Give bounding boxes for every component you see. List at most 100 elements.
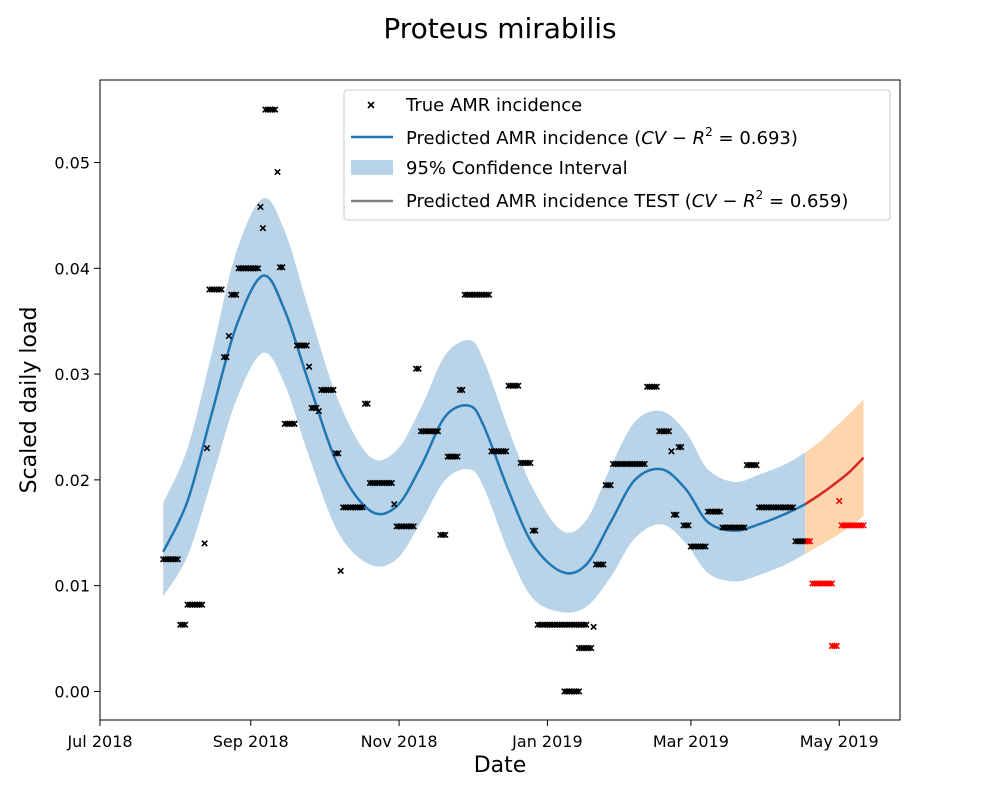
true-point	[780, 504, 787, 511]
true-point	[432, 427, 439, 435]
test-point	[814, 580, 821, 587]
true-point	[568, 621, 575, 629]
true-point	[283, 420, 291, 428]
true-point	[395, 523, 403, 530]
true-point	[566, 621, 573, 629]
true-point	[437, 531, 444, 539]
true-point	[254, 265, 262, 272]
true-point	[366, 479, 374, 487]
true-point	[223, 353, 230, 361]
true-point	[339, 504, 347, 511]
data-points	[159, 106, 867, 695]
true-point	[193, 601, 201, 608]
true-point	[335, 450, 342, 457]
true-point	[784, 504, 792, 511]
true-point	[174, 555, 182, 563]
true-point	[466, 291, 473, 299]
true-point	[473, 291, 481, 299]
true-point	[762, 504, 770, 511]
true-point	[293, 342, 301, 349]
y-tick-label: 0.04	[54, 259, 90, 278]
x-axis: Jul 2018 Sep 2018 Nov 2018 Jan 2019 Mar 2019…	[66, 720, 879, 751]
prediction-line	[162, 274, 806, 575]
true-point	[361, 400, 369, 407]
true-point	[315, 407, 323, 415]
true-point	[609, 460, 617, 468]
true-point	[580, 644, 588, 652]
true-point	[563, 688, 571, 695]
true-point	[745, 461, 753, 469]
y-tick-label: 0.01	[54, 577, 90, 596]
true-point	[558, 621, 566, 629]
true-point	[724, 524, 731, 531]
true-point	[602, 481, 610, 489]
true-point	[697, 543, 704, 550]
true-point	[417, 427, 425, 435]
true-point	[403, 523, 410, 530]
true-point	[634, 460, 641, 468]
true-point	[429, 427, 437, 435]
true-point	[595, 561, 602, 568]
true-point	[544, 621, 551, 629]
true-point	[471, 291, 478, 299]
true-point	[777, 504, 785, 511]
true-point	[237, 265, 245, 272]
true-point	[726, 524, 734, 531]
true-point	[245, 265, 252, 272]
test-point	[835, 497, 843, 505]
true-point	[621, 460, 629, 468]
true-point	[425, 427, 432, 435]
true-point	[743, 461, 751, 469]
legend-label-true: True AMR incidence	[405, 95, 582, 116]
y-axis-title: Scaled daily load	[17, 307, 42, 494]
true-point	[527, 459, 534, 467]
true-point	[502, 448, 510, 455]
true-point	[347, 504, 354, 511]
test-prediction-band	[805, 399, 864, 554]
true-point	[485, 291, 493, 299]
true-point	[673, 511, 680, 519]
true-point	[714, 508, 721, 515]
true-point	[257, 203, 264, 211]
true-point	[651, 383, 658, 391]
true-point	[352, 504, 359, 511]
true-point	[719, 524, 726, 531]
true-point	[573, 621, 580, 629]
true-point	[600, 561, 607, 568]
true-point	[303, 342, 310, 349]
true-point	[653, 383, 661, 391]
true-point	[551, 621, 558, 629]
true-point	[415, 365, 422, 373]
true-point	[427, 427, 434, 435]
true-point	[561, 621, 568, 629]
true-point	[760, 504, 768, 511]
test-point	[855, 522, 862, 529]
true-point	[381, 479, 388, 487]
true-point	[648, 383, 656, 391]
test-point	[860, 522, 867, 529]
true-point	[296, 342, 303, 349]
true-point	[549, 621, 556, 629]
true-point	[646, 383, 653, 391]
true-point	[638, 460, 646, 468]
true-point	[488, 448, 495, 455]
true-point	[463, 291, 471, 299]
true-point	[677, 443, 685, 451]
true-point	[337, 567, 344, 575]
test-point	[816, 580, 824, 587]
true-point	[181, 621, 189, 629]
true-point	[456, 386, 464, 394]
x-tick-label: May 2019	[800, 732, 879, 751]
test-point	[811, 580, 819, 587]
true-point	[583, 644, 590, 652]
true-point	[162, 555, 169, 563]
true-point	[442, 531, 449, 539]
true-point	[215, 286, 223, 293]
test-prediction-line	[804, 456, 865, 506]
legend: True AMR incidence Predicted AMR inciden…	[343, 89, 891, 221]
true-point	[412, 365, 420, 373]
true-point	[390, 500, 398, 508]
true-point	[169, 555, 177, 563]
true-point	[393, 523, 400, 530]
